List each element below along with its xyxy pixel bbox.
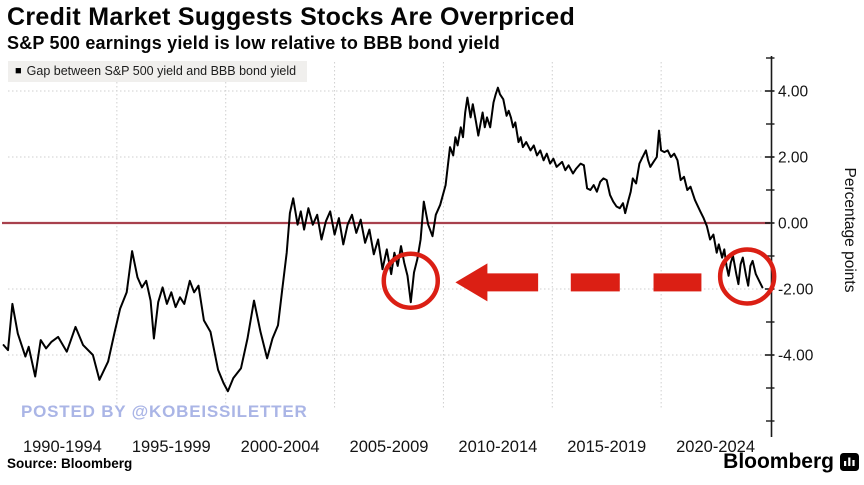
x-axis-tick-label: 2005-2009 — [350, 438, 429, 456]
legend-label: Gap between S&P 500 yield and BBB bond y… — [26, 64, 297, 78]
y-axis-tick-label: -2.00 — [778, 282, 814, 299]
y-axis-tick-label: 0.00 — [778, 216, 809, 233]
legend-swatch-icon: ■ — [15, 64, 22, 77]
x-axis-tick-label: 2010-2014 — [458, 438, 537, 456]
page-subtitle: S&P 500 earnings yield is low relative t… — [7, 33, 501, 53]
arrow-head — [455, 263, 539, 302]
arrow-dash — [570, 273, 620, 292]
arrow-dash — [653, 273, 702, 292]
highlight-circle — [381, 251, 441, 310]
x-axis-tick-label: 2000-2004 — [241, 438, 320, 456]
y-axis-tick-label: 2.00 — [778, 150, 809, 167]
chart-legend: ■ Gap between S&P 500 yield and BBB bond… — [8, 61, 308, 82]
gap-series-line — [2, 86, 764, 393]
watermark: POSTED BY @KOBEISSILETTER — [21, 402, 308, 421]
highlight-circle — [717, 247, 777, 306]
x-axis-tick-label: 1995-1999 — [132, 438, 211, 456]
x-axis-tick-label: 1990-1994 — [23, 438, 102, 456]
bloomberg-wordmark: Bloomberg — [723, 450, 834, 473]
y-axis-tick-label: -4.00 — [778, 348, 814, 365]
source-note: Source: Bloomberg — [7, 456, 133, 471]
y-axis-tick-label: 4.00 — [778, 84, 809, 101]
x-axis-tick-label: 2015-2019 — [567, 438, 646, 456]
y-axis-title: Percentage points — [841, 168, 858, 293]
page-title: Credit Market Suggests Stocks Are Overpr… — [7, 3, 576, 31]
bloomberg-logo: Bloomberg — [723, 450, 859, 474]
x-axis-tick-label: 2020-2024 — [676, 438, 755, 456]
bloomberg-chart-icon — [840, 453, 859, 471]
